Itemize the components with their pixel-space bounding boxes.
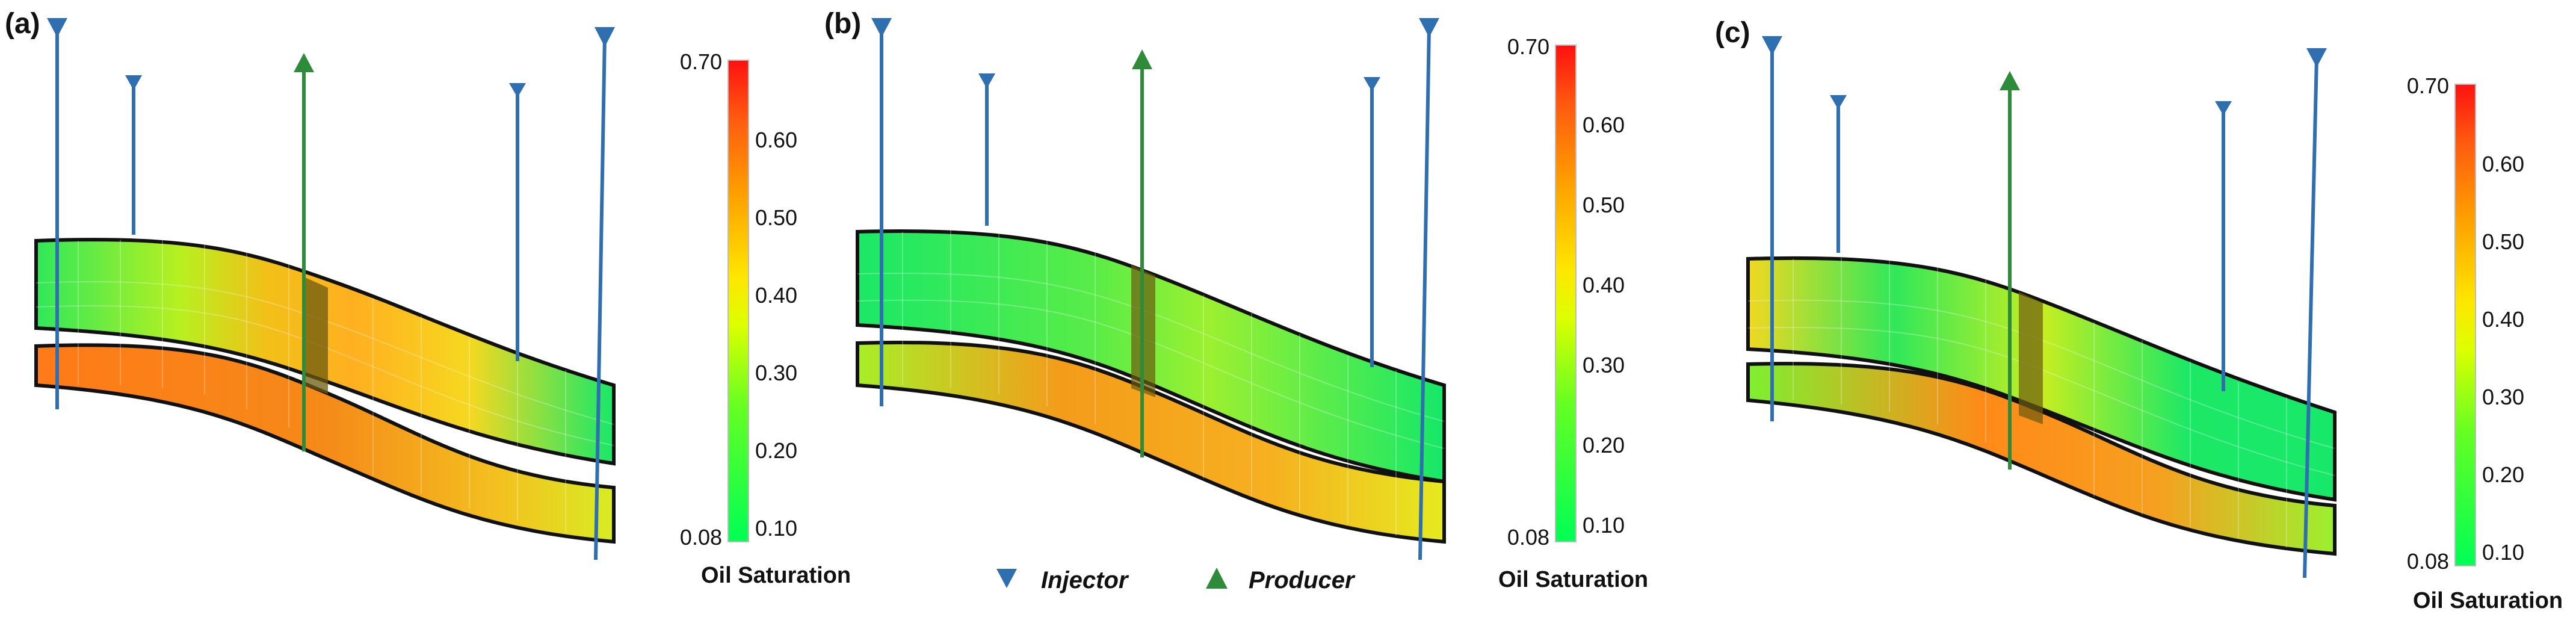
colorbar-tick: 0.20 bbox=[1583, 433, 1625, 457]
injector-icon bbox=[509, 83, 526, 98]
panel-c: (c) bbox=[1715, 17, 2563, 613]
producer-icon bbox=[1132, 49, 1152, 69]
injector-icon bbox=[595, 27, 615, 47]
well-injector-1 bbox=[47, 18, 67, 409]
colorbar-title: Oil Saturation bbox=[701, 563, 851, 588]
injector-icon bbox=[1419, 18, 1439, 37]
well-producer-1 bbox=[1132, 49, 1152, 457]
colorbar-tick: 0.50 bbox=[2482, 229, 2524, 254]
colorbar-tick: 0.10 bbox=[755, 516, 797, 541]
fault-plane bbox=[2019, 292, 2043, 424]
panel-a: (a) bbox=[5, 8, 851, 588]
injector-icon bbox=[978, 73, 995, 88]
well-injector-3 bbox=[1364, 77, 1380, 367]
panel-c-label: (c) bbox=[1715, 17, 1750, 49]
colorbar-tick: 0.30 bbox=[1583, 353, 1625, 377]
legend-injector-label: Injector bbox=[1041, 567, 1129, 593]
colorbar-tick: 0.10 bbox=[1583, 513, 1625, 538]
colorbar-tick: 0.20 bbox=[2482, 462, 2524, 487]
grid-lines bbox=[36, 240, 614, 533]
reservoir-lower-layer bbox=[1746, 362, 2337, 556]
well-injector-2 bbox=[125, 75, 142, 235]
injector-icon bbox=[47, 18, 67, 37]
panel-b: (b) bbox=[824, 8, 1648, 593]
colorbar-title: Oil Saturation bbox=[1498, 567, 1648, 592]
colorbar-tick: 0.30 bbox=[2482, 385, 2524, 409]
well-injector-4 bbox=[1418, 18, 1439, 560]
colorbar-min-label: 0.08 bbox=[1507, 525, 1549, 550]
colorbar-title: Oil Saturation bbox=[2413, 588, 2563, 613]
colorbar-a: 0.70 0.08 0.60 0.50 0.40 0.30 0.20 0.10 … bbox=[680, 49, 851, 588]
well-injector-2 bbox=[978, 73, 995, 226]
well-producer-1 bbox=[294, 53, 314, 451]
producer-icon bbox=[1206, 568, 1228, 589]
reservoir-lower-layer bbox=[856, 340, 1446, 544]
colorbar-min-label: 0.08 bbox=[680, 525, 722, 550]
well-injector-1 bbox=[1762, 36, 1782, 421]
well-injector-2 bbox=[1830, 95, 1847, 253]
fault-plane bbox=[304, 277, 328, 394]
well-producer-1 bbox=[2000, 71, 2020, 470]
grid-lines bbox=[1747, 258, 2335, 548]
injector-icon bbox=[1364, 77, 1380, 91]
colorbar-tick: 0.20 bbox=[755, 438, 797, 463]
injector-icon bbox=[125, 75, 142, 90]
legend-producer-label: Producer bbox=[1249, 567, 1356, 593]
colorbar-tick: 0.40 bbox=[1583, 273, 1625, 297]
colorbar-tick: 0.40 bbox=[2482, 307, 2524, 332]
colorbar-max-label: 0.70 bbox=[1507, 34, 1549, 59]
colorbar-tick: 0.50 bbox=[755, 205, 797, 230]
colorbar-b: 0.70 0.08 0.60 0.50 0.40 0.30 0.20 0.10 … bbox=[1498, 34, 1648, 592]
panel-b-label: (b) bbox=[824, 8, 861, 40]
colorbar-max-label: 0.70 bbox=[680, 49, 722, 74]
colorbar-min-label: 0.08 bbox=[2407, 549, 2449, 574]
injector-icon bbox=[2306, 48, 2327, 67]
well-injector-3 bbox=[2215, 101, 2232, 391]
well-injector-4 bbox=[2303, 48, 2327, 578]
injector-icon bbox=[1830, 95, 1847, 110]
colorbar-tick: 0.60 bbox=[755, 128, 797, 152]
injector-icon bbox=[871, 18, 892, 37]
colorbar-max-label: 0.70 bbox=[2407, 73, 2449, 98]
well-injector-4 bbox=[594, 27, 615, 560]
injector-icon bbox=[996, 569, 1017, 588]
producer-icon bbox=[2000, 71, 2020, 90]
grid-lines bbox=[857, 231, 1445, 536]
well-injector-3 bbox=[509, 83, 526, 361]
colorbar-tick: 0.40 bbox=[755, 283, 797, 308]
producer-icon bbox=[294, 53, 314, 72]
colorbar-tick: 0.50 bbox=[1583, 193, 1625, 217]
injector-icon bbox=[1762, 36, 1782, 55]
colorbar-tick: 0.30 bbox=[755, 361, 797, 385]
legend: Injector Producer bbox=[996, 567, 1356, 593]
colorbar-tick: 0.10 bbox=[2482, 540, 2524, 565]
colorbar-tick: 0.60 bbox=[1583, 113, 1625, 137]
reservoir-lower-layer bbox=[34, 343, 616, 544]
panel-a-label: (a) bbox=[5, 8, 40, 40]
colorbar-tick: 0.60 bbox=[2482, 152, 2524, 176]
colorbar-c: 0.70 0.08 0.60 0.50 0.40 0.30 0.20 0.10 … bbox=[2407, 73, 2563, 613]
injector-icon bbox=[2215, 101, 2232, 116]
well-injector-1 bbox=[871, 18, 892, 406]
